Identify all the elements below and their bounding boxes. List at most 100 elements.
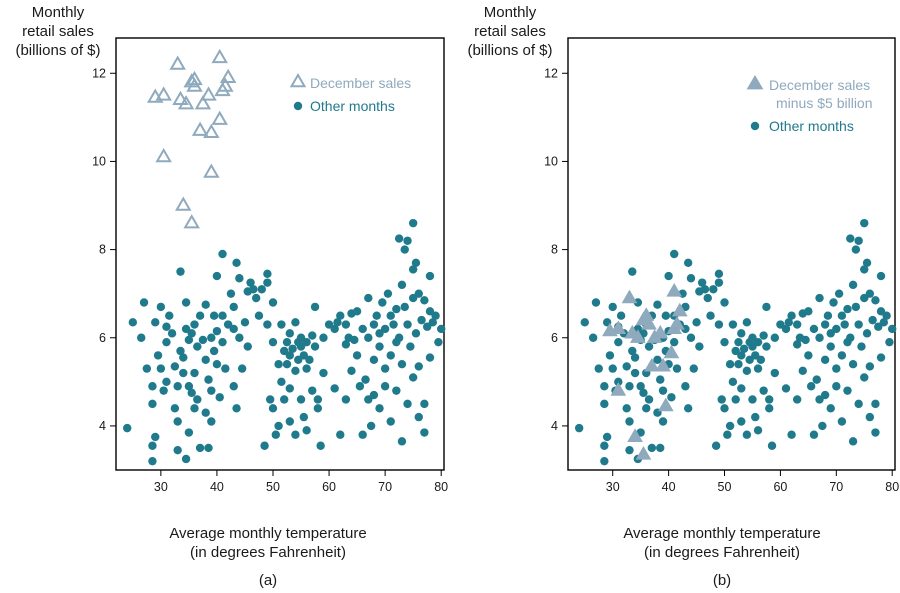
- other-month-point-b: [714, 320, 724, 329]
- other-month-point-a: [431, 311, 440, 320]
- other-month-point-b: [848, 280, 858, 290]
- other-month-point-b: [711, 441, 721, 450]
- december-point-a: [155, 86, 172, 101]
- other-month-point-a: [268, 298, 278, 307]
- december-point-a: [217, 77, 234, 92]
- other-month-point-a: [193, 342, 202, 351]
- other-month-point-b: [686, 274, 696, 283]
- other-month-point-a: [139, 298, 149, 307]
- other-month-point-a: [148, 382, 157, 391]
- xtick-label-b: 30: [606, 480, 620, 494]
- plot-frame-a: [115, 37, 445, 471]
- other-month-point-b: [765, 395, 774, 404]
- xtick-label-b: 40: [662, 480, 676, 494]
- other-month-point-a: [341, 320, 351, 329]
- other-month-point-b: [664, 271, 673, 281]
- other-month-point-a: [240, 318, 250, 327]
- other-month-point-b: [737, 417, 746, 426]
- other-month-point-a: [372, 311, 381, 320]
- december-point-a: [203, 163, 220, 178]
- other-month-point-b: [714, 278, 724, 287]
- other-month-point-b: [851, 245, 861, 254]
- other-month-point-b: [809, 430, 819, 439]
- other-month-point-b: [753, 426, 763, 435]
- other-month-point-a: [316, 441, 325, 450]
- other-month-point-b: [728, 320, 738, 329]
- ytick-label-b: 12: [544, 66, 558, 80]
- other-month-point-b: [787, 430, 796, 439]
- december-point-a: [211, 48, 228, 64]
- other-month-point-a: [394, 333, 404, 342]
- other-month-point-b: [871, 399, 880, 409]
- other-month-point-a: [263, 320, 272, 329]
- other-month-point-a: [417, 315, 426, 325]
- december-point-b: [610, 320, 627, 335]
- other-month-point-b: [882, 311, 891, 320]
- other-month-point-a: [187, 329, 196, 338]
- other-month-point-a: [148, 441, 157, 450]
- other-month-point-b: [832, 382, 841, 391]
- other-month-point-a: [198, 335, 208, 345]
- other-month-point-a: [176, 346, 185, 356]
- other-month-point-a: [260, 441, 269, 450]
- december-point-a: [194, 95, 212, 110]
- other-month-point-a: [165, 311, 174, 320]
- other-month-point-b: [840, 320, 849, 329]
- other-month-point-a: [420, 296, 429, 305]
- other-month-point-b: [868, 315, 877, 325]
- other-month-point-a: [209, 346, 219, 356]
- other-month-point-b: [630, 368, 640, 378]
- other-month-point-a: [364, 293, 373, 303]
- other-month-point-a: [375, 342, 384, 351]
- other-month-point-a: [229, 382, 238, 391]
- other-month-point-a: [142, 364, 152, 373]
- other-month-point-b: [759, 331, 768, 340]
- other-month-point-b: [580, 318, 589, 327]
- other-month-point-b: [860, 265, 869, 274]
- other-month-point-a: [181, 454, 191, 464]
- other-month-point-a: [397, 437, 407, 446]
- other-month-point-a: [218, 337, 227, 347]
- other-month-point-a: [162, 322, 171, 331]
- other-month-point-a: [265, 395, 275, 404]
- december-point-a: [172, 90, 189, 105]
- other-month-point-a: [184, 428, 194, 437]
- other-month-point-a: [336, 430, 345, 439]
- other-month-point-b: [636, 382, 645, 391]
- other-month-point-b: [801, 335, 810, 345]
- other-month-point-a: [282, 360, 292, 369]
- december-point-b: [671, 302, 688, 317]
- other-month-point-b: [720, 337, 729, 347]
- other-month-point-b: [742, 318, 752, 327]
- other-month-point-b: [714, 269, 724, 279]
- december-point-b: [635, 446, 652, 460]
- other-month-point-b: [762, 342, 771, 351]
- other-month-point-b: [625, 417, 634, 426]
- december-point-b: [610, 382, 627, 396]
- other-month-point-a: [408, 218, 418, 228]
- december-point-a: [200, 86, 217, 101]
- other-month-point-a: [291, 366, 300, 376]
- other-month-point-a: [330, 384, 339, 393]
- december-point-a: [191, 121, 209, 136]
- other-month-point-b: [781, 324, 791, 334]
- december-point-a: [169, 55, 186, 70]
- december-point-a: [219, 68, 237, 83]
- other-month-point-a: [403, 399, 412, 409]
- other-month-point-a: [274, 360, 283, 369]
- other-month-point-a: [403, 236, 412, 245]
- ylabel-a-line1: Monthly: [32, 4, 85, 21]
- other-month-point-a: [181, 298, 191, 307]
- other-month-point-b: [862, 258, 872, 268]
- ytick-label-a: 10: [92, 154, 106, 168]
- other-month-point-b: [574, 423, 584, 433]
- other-month-point-a: [408, 265, 418, 274]
- other-month-point-a: [425, 271, 435, 281]
- december-point-b: [621, 289, 638, 304]
- other-month-point-a: [212, 326, 222, 336]
- legend-b-other-marker: [750, 121, 760, 131]
- other-month-point-a: [148, 399, 157, 409]
- other-month-point-b: [725, 360, 735, 369]
- other-month-point-a: [361, 375, 370, 384]
